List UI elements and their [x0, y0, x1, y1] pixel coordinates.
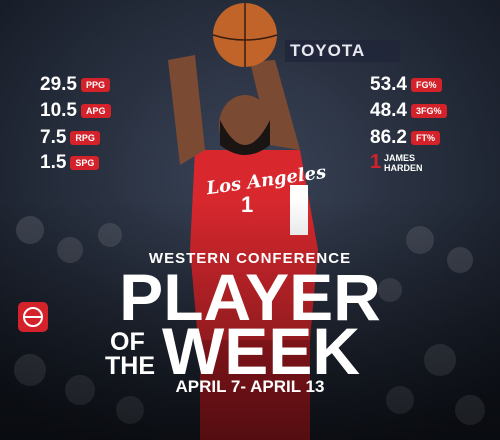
- stat-unit: SPG: [70, 156, 100, 170]
- stat-value: 53.4: [370, 74, 407, 95]
- player-number: 1: [370, 151, 382, 173]
- stat: 10.5 APG: [40, 100, 111, 122]
- stat-value: 10.5: [40, 100, 77, 121]
- title-the: THE: [105, 352, 155, 380]
- stat-unit: APG: [80, 104, 111, 118]
- conference: WESTERN CONFERENCE: [148, 250, 352, 267]
- jersey-number: 1: [241, 192, 254, 217]
- stat-unit: FG%: [410, 78, 442, 92]
- stat-unit: RPG: [70, 131, 100, 145]
- stat: 86.2 FT%: [370, 127, 440, 149]
- stat-value: 7.5: [40, 127, 67, 148]
- stat-value: 1.5: [40, 152, 67, 173]
- stat: 29.5 PPG: [40, 74, 110, 96]
- stat: 48.4 3FG%: [370, 100, 447, 122]
- dates: APRIL 7- APRIL 13: [175, 377, 325, 396]
- stat-unit: FT%: [410, 131, 440, 145]
- title-line1: PLAYER: [119, 260, 381, 334]
- player-name: JAMES HARDEN: [384, 153, 423, 173]
- title-line2: WEEK: [162, 314, 360, 388]
- stat-value: 29.5: [40, 74, 77, 95]
- stat-unit: PPG: [80, 78, 110, 92]
- title-of: OF: [110, 328, 145, 356]
- stat-value: 48.4: [370, 100, 407, 121]
- stat-value: 86.2: [370, 127, 407, 148]
- sponsor: TOYOTA: [290, 41, 366, 60]
- stat: 1.5 SPG: [40, 152, 100, 174]
- first-name: JAMES: [384, 153, 416, 163]
- stat-unit: 3FG%: [410, 104, 447, 118]
- stat: 53.4 FG%: [370, 74, 442, 96]
- stat: 7.5 RPG: [40, 127, 100, 149]
- last-name: HARDEN: [384, 163, 423, 173]
